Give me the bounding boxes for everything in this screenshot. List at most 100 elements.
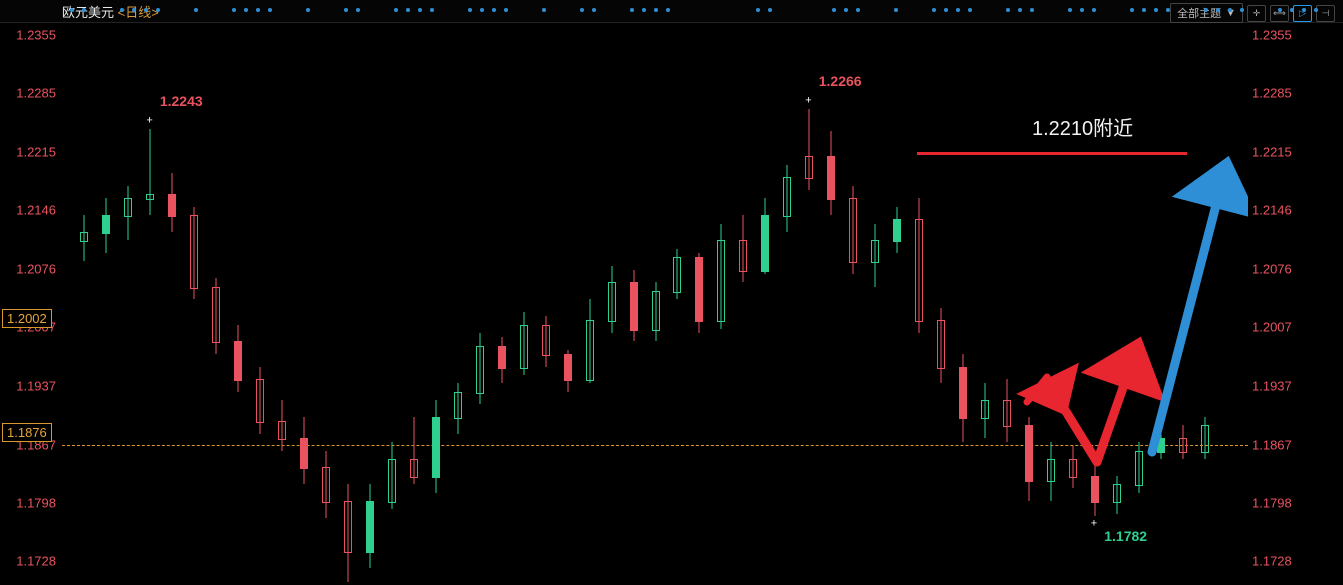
candlestick [1069, 22, 1077, 585]
candlestick [542, 22, 550, 585]
price-extreme-marker: + [1091, 521, 1098, 528]
volume-dot [1018, 8, 1022, 12]
candlestick [1025, 22, 1033, 585]
y-axis-label: 1.2007 [1252, 320, 1292, 335]
y-axis-label: 1.2076 [16, 262, 56, 277]
y-axis-label: 1.1937 [16, 378, 56, 393]
volume-dot [194, 8, 198, 12]
candlestick [564, 22, 572, 585]
volume-dot [156, 8, 160, 12]
volume-dot [1166, 8, 1170, 12]
volume-dot [592, 8, 596, 12]
candlestick [146, 22, 154, 585]
volume-dot [1240, 8, 1244, 12]
volume-dot [344, 8, 348, 12]
candlestick [849, 22, 857, 585]
volume-dot [1030, 8, 1034, 12]
y-axis-right: 1.2355 1.2285 1.2215 1.2146 1.2076 1.2007 1.19… [1248, 22, 1343, 585]
volume-dot [1154, 8, 1158, 12]
candlestick [124, 22, 132, 585]
candlestick [520, 22, 528, 585]
candlestick [761, 22, 769, 585]
candlestick [630, 22, 638, 585]
volume-dot [630, 8, 634, 12]
y-axis-label: 1.1798 [16, 495, 56, 510]
volume-dot [844, 8, 848, 12]
candlestick [586, 22, 594, 585]
volume-dot [1228, 8, 1232, 12]
y-axis-label: 1.2285 [16, 86, 56, 101]
candlestick [717, 22, 725, 585]
volume-dot [768, 8, 772, 12]
volume-dot [654, 8, 658, 12]
candlestick [1201, 22, 1209, 585]
y-axis-label: 1.2146 [1252, 203, 1292, 218]
y-axis-left: 1.23551.22851.22151.21461.20761.20071.19… [0, 22, 62, 585]
y-axis-label: 1.2215 [1252, 145, 1292, 160]
volume-dot [492, 8, 496, 12]
volume-dot [82, 8, 86, 12]
volume-dot [832, 8, 836, 12]
candlestick [234, 22, 242, 585]
volume-dot [1302, 8, 1306, 12]
volume-dot [1278, 8, 1282, 12]
candlestick [1047, 22, 1055, 585]
candlestick [344, 22, 352, 585]
volume-dot [1290, 8, 1294, 12]
volume-dot [120, 8, 124, 12]
volume-dot [70, 8, 74, 12]
volume-dot [1006, 8, 1010, 12]
candlestick [1157, 22, 1165, 585]
volume-dot [968, 8, 972, 12]
y-axis-label: 1.1728 [1252, 554, 1292, 569]
chart-window: 欧元美元 <日线> 全部主题 ▼ ✛ ⟺ ▷ ⊣ 1.2355 1.2285 1.2… [0, 0, 1343, 585]
volume-dot [256, 8, 260, 12]
candlestick [454, 22, 462, 585]
volume-dot [642, 8, 646, 12]
candlestick [937, 22, 945, 585]
volume-dot [1314, 8, 1318, 12]
candlestick [322, 22, 330, 585]
candlestick [256, 22, 264, 585]
candlestick [476, 22, 484, 585]
volume-dot [1216, 8, 1220, 12]
price-data-label: 1.2266 [819, 73, 862, 89]
volume-dot [468, 8, 472, 12]
candlestick [1135, 22, 1143, 585]
candlestick [300, 22, 308, 585]
volume-dot [406, 8, 410, 12]
candlestick [388, 22, 396, 585]
y-axis-label: 1.1937 [1252, 378, 1292, 393]
volume-dot [306, 8, 310, 12]
volume-dot [394, 8, 398, 12]
volume-dot [244, 8, 248, 12]
volume-dot [894, 8, 898, 12]
current-price-box-secondary[interactable]: 1.2002 [2, 309, 52, 328]
y-axis-label: 1.2215 [16, 145, 56, 160]
candlestick [1179, 22, 1187, 585]
volume-dot [1204, 8, 1208, 12]
price-data-label: 1.1782 [1104, 528, 1147, 544]
price-extreme-marker: + [805, 98, 812, 105]
y-axis-label: 1.2355 [16, 27, 56, 42]
y-axis-label: 1.1728 [16, 554, 56, 569]
y-axis-label: 1.2076 [1252, 262, 1292, 277]
volume-dot [132, 8, 136, 12]
volume-dot [504, 8, 508, 12]
candlestick [366, 22, 374, 585]
candlestick [410, 22, 418, 585]
volume-dot [1130, 8, 1134, 12]
volume-dot [1080, 8, 1084, 12]
candlestick [1091, 22, 1099, 585]
candlestick [871, 22, 879, 585]
y-axis-label: 1.2285 [1252, 86, 1292, 101]
price-data-label: 1.2243 [160, 93, 203, 109]
candlestick [695, 22, 703, 585]
candlestick [1113, 22, 1121, 585]
candlestick [1003, 22, 1011, 585]
volume-dot [430, 8, 434, 12]
volume-dot [232, 8, 236, 12]
volume-dot [1068, 8, 1072, 12]
y-axis-label: 1.2355 [1252, 27, 1292, 42]
current-price-box-primary[interactable]: 1.1876 [2, 423, 52, 442]
